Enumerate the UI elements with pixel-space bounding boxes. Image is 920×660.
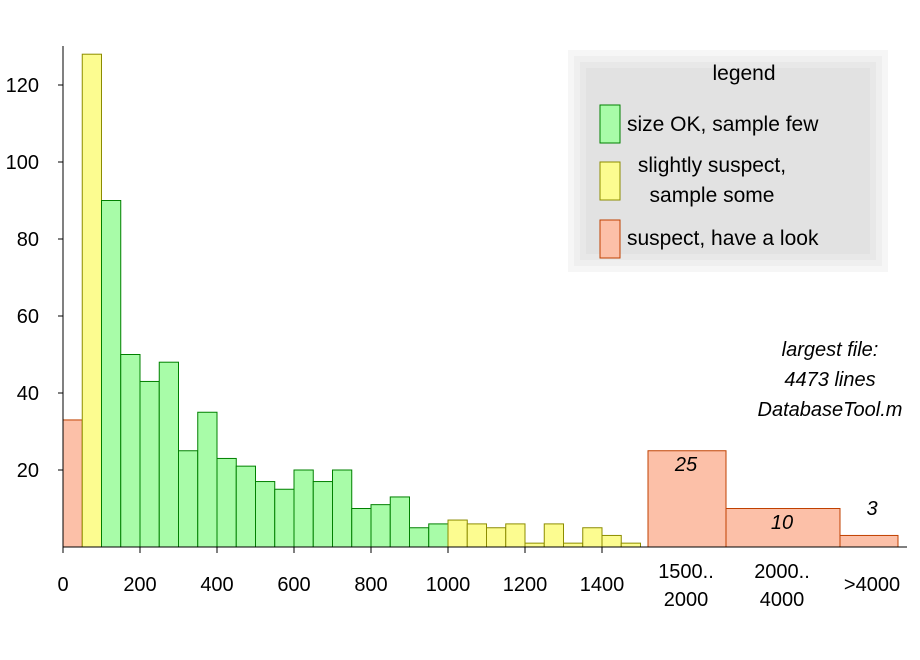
aggregate-bin-label: 2000.. [754, 561, 810, 583]
y-tick-label: 60 [17, 306, 39, 328]
aggregate-bar-value-label: 3 [866, 498, 877, 520]
histogram-bar [582, 527, 603, 548]
histogram-bar [620, 542, 641, 548]
histogram-bar [447, 519, 468, 548]
histogram-bar [524, 542, 545, 548]
aggregate-bar [647, 450, 727, 548]
x-tick-label: 400 [200, 574, 233, 596]
histogram-bar [486, 527, 507, 548]
histogram-bar [389, 496, 410, 548]
legend-entry-label: suspect, have a look [627, 227, 819, 250]
histogram-bar [505, 523, 526, 548]
legend-title: legend [712, 62, 775, 85]
largest-file-annotation: largest file: 4473 lines DatabaseTool.m [758, 339, 903, 421]
x-tick-label: 1400 [580, 574, 625, 596]
histogram-bar [255, 481, 276, 548]
histogram-bar [293, 469, 314, 548]
legend-entry-label: sample some [650, 184, 775, 207]
legend-swatch [599, 104, 621, 144]
histogram-bar [428, 523, 449, 548]
y-tick-label: 80 [17, 229, 39, 251]
y-tick-label: 20 [17, 460, 39, 482]
aggregate-bin-label: >4000 [844, 574, 900, 596]
legend: legend size OK, sample few slightly suspec… [568, 50, 888, 272]
histogram-bar [81, 53, 102, 548]
aggregate-bin-label: 2000 [664, 589, 709, 611]
histogram-bar [351, 508, 372, 548]
aggregate-bin-label: 1500.. [658, 561, 714, 583]
histogram-bar [332, 469, 353, 548]
annotation-line: largest file: [782, 339, 879, 361]
histogram-bar [312, 481, 333, 548]
y-tick-label: 40 [17, 383, 39, 405]
histogram-bar [216, 457, 237, 548]
y-tick-label: 120 [6, 75, 39, 97]
histogram-bar [101, 200, 122, 548]
annotation-line: DatabaseTool.m [758, 399, 903, 421]
legend-swatch [599, 161, 621, 201]
aggregate-bar [839, 534, 899, 548]
x-tick-label: 800 [354, 574, 387, 596]
x-tick-label: 0 [57, 574, 68, 596]
legend-entry-label: slightly suspect, [638, 154, 786, 177]
histogram-bar [409, 527, 430, 548]
aggregate-bar [725, 508, 841, 548]
legend-swatch [599, 219, 621, 259]
x-tick-label: 1000 [426, 574, 471, 596]
x-tick-label: 600 [277, 574, 310, 596]
histogram-bar [601, 534, 622, 548]
legend-frame [586, 68, 870, 254]
histogram-bar [120, 354, 141, 548]
histogram-bar [235, 465, 256, 548]
histogram-bar [178, 450, 199, 548]
labels-layer: 251500..2000102000..40003>40002040608010… [6, 75, 900, 611]
histogram-bar [62, 419, 83, 548]
histogram-bar [158, 361, 179, 548]
bars-layer [62, 53, 899, 548]
histogram-bar [563, 542, 584, 548]
annotation-line: 4473 lines [784, 369, 875, 391]
axes-layer [58, 46, 907, 553]
histogram-bar [466, 523, 487, 548]
histogram-bar [197, 411, 218, 548]
histogram-bar [139, 380, 160, 548]
x-tick-label: 200 [123, 574, 156, 596]
x-tick-label: 1200 [503, 574, 548, 596]
histogram-bar [370, 504, 391, 548]
aggregate-bar-value-label: 10 [771, 512, 793, 534]
y-tick-label: 100 [6, 152, 39, 174]
histogram-bar [543, 523, 564, 548]
histogram-bar [274, 488, 295, 548]
aggregate-bin-label: 4000 [760, 589, 805, 611]
aggregate-bar-value-label: 25 [674, 454, 698, 476]
legend-entry-label: size OK, sample few [627, 113, 819, 136]
